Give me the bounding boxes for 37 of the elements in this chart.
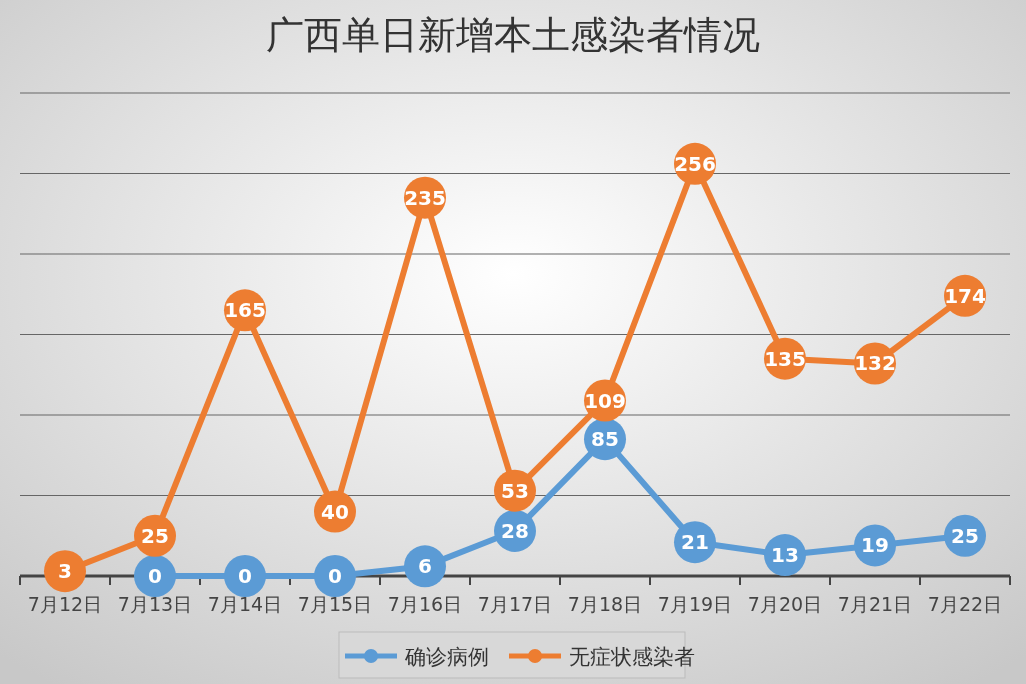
x-tick-label: 7月17日 — [477, 593, 553, 615]
point — [44, 550, 86, 593]
data-label: 25 — [951, 523, 979, 548]
x-tick-label: 7月20日 — [747, 593, 823, 615]
x-tick-label: 7月14日 — [207, 593, 283, 615]
x-tick-label: 7月18日 — [567, 593, 643, 615]
x-tick-label: 7月19日 — [657, 593, 733, 615]
data-label: 6 — [418, 554, 432, 579]
data-label: 25 — [141, 523, 169, 548]
data-label: 174 — [944, 283, 986, 308]
data-label: 0 — [238, 564, 252, 588]
x-tick-label: 7月16日 — [387, 593, 463, 615]
data-label: 135 — [764, 346, 806, 371]
data-label: 40 — [321, 499, 349, 524]
data-label: 53 — [501, 478, 529, 503]
data-label: 19 — [861, 533, 889, 558]
data-label: 28 — [501, 518, 529, 543]
legend-label: 确诊病例 — [404, 645, 489, 669]
x-tick-label: 7月15日 — [297, 593, 373, 615]
point — [404, 545, 446, 588]
chart-title: 广西单日新增本土感染者情况 — [266, 13, 760, 57]
data-label: 21 — [681, 530, 709, 555]
x-tick-label: 7月12日 — [27, 593, 103, 615]
data-label: 109 — [584, 388, 626, 413]
x-tick-label: 7月21日 — [837, 593, 913, 615]
data-label: 0 — [328, 564, 342, 588]
x-tick-label: 7月13日 — [117, 593, 193, 615]
data-label: 0 — [148, 564, 162, 588]
data-label: 256 — [674, 151, 716, 176]
data-label: 165 — [224, 298, 266, 323]
legend-label: 无症状感染者 — [569, 645, 695, 669]
data-label: 13 — [771, 543, 799, 568]
data-label: 132 — [854, 351, 896, 376]
data-label: 3 — [58, 559, 72, 584]
data-label: 85 — [591, 427, 619, 452]
x-tick-label: 7月22日 — [927, 593, 1003, 615]
data-label: 235 — [404, 185, 446, 210]
